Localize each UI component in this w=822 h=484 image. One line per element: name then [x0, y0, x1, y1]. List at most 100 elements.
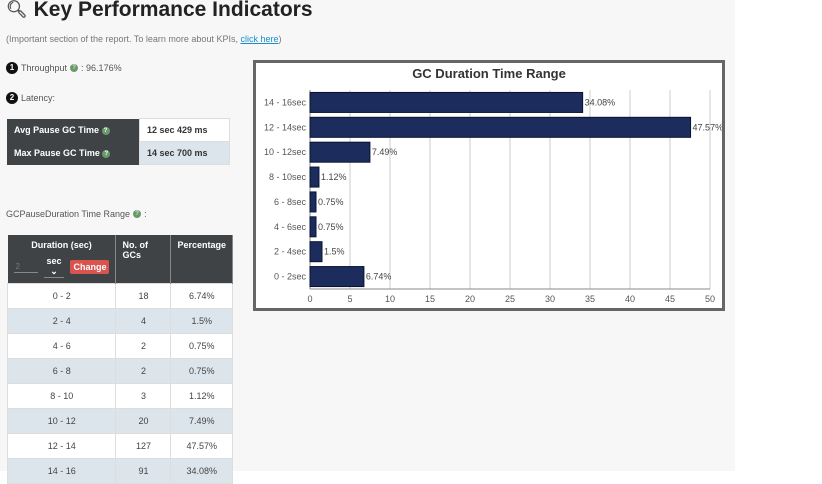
y-tick-label: 4 - 6sec	[274, 222, 307, 232]
y-tick-label: 14 - 16sec	[264, 97, 307, 107]
count-cell: 20	[115, 408, 172, 434]
unit-select[interactable]: sec ⌄	[43, 256, 65, 278]
avg-pause-value: 12 sec 429 ms	[139, 118, 230, 142]
count-cell: 127	[115, 433, 172, 459]
x-tick-label: 5	[347, 294, 352, 304]
count-cell: 2	[115, 358, 172, 384]
col-percentage: Percentage	[170, 235, 233, 284]
bar	[309, 116, 692, 138]
percentage-cell: 34.08%	[170, 458, 233, 484]
col-count: No. of GCs	[115, 235, 172, 284]
table-row: 8 - 10 3 1.12%	[6, 383, 233, 409]
duration-cell: 12 - 14	[6, 433, 117, 459]
chart-title: GC Duration Time Range	[412, 66, 566, 81]
x-tick-label: 25	[505, 294, 515, 304]
duration-cell: 6 - 8	[6, 358, 117, 384]
percentage-cell: 7.49%	[170, 408, 233, 434]
bar	[309, 216, 317, 238]
percentage-cell: 0.75%	[170, 333, 233, 359]
bar	[309, 141, 371, 163]
data-label: 0.75%	[318, 197, 344, 207]
y-tick-label: 2 - 4sec	[274, 247, 307, 257]
subtitle-end: )	[278, 34, 282, 44]
number-badge: 2	[6, 92, 18, 104]
duration-input[interactable]	[13, 261, 38, 273]
x-tick-label: 30	[545, 294, 555, 304]
table-row: 6 - 8 2 0.75%	[6, 358, 233, 384]
kpi-panel: 🔍︎ Key Performance Indicators (Important …	[6, 0, 725, 484]
duration-cell: 2 - 4	[6, 308, 117, 334]
latency: 2 Latency:	[6, 92, 55, 104]
duration-table: Duration (sec) sec ⌄ Change No. of GCs Pe…	[6, 235, 233, 484]
colon: :	[144, 209, 147, 219]
bar	[309, 266, 365, 288]
help-icon[interactable]: ?	[70, 64, 79, 72]
duration-cell: 8 - 10	[6, 383, 117, 409]
data-label: 6.74%	[366, 272, 392, 282]
duration-cell: 10 - 12	[6, 408, 117, 434]
throughput-value: : 96.176%	[81, 63, 122, 73]
help-icon[interactable]: ?	[102, 149, 111, 158]
title-text: Key Performance Indicators	[33, 0, 313, 21]
table-row: 0 - 2 18 6.74%	[6, 283, 233, 309]
count-cell: 3	[115, 383, 172, 409]
data-label: 34.08%	[585, 97, 616, 107]
change-button[interactable]: Change	[70, 260, 110, 274]
table-row: Max Pause GC Time ? 14 sec 700 ms	[7, 141, 230, 165]
percentage-cell: 0.75%	[170, 358, 233, 384]
avg-pause-label: Avg Pause GC Time	[14, 125, 100, 135]
max-pause-value: 14 sec 700 ms	[139, 141, 230, 165]
percentage-cell: 1.5%	[170, 308, 233, 334]
data-label: 1.12%	[321, 172, 347, 182]
duration-cell: 0 - 2	[6, 283, 117, 309]
help-icon[interactable]: ?	[133, 210, 142, 218]
bar	[309, 241, 323, 263]
gc-duration-chart: GC Duration Time Range 0 5 10 15 20 25 30 35 40 45…	[253, 60, 725, 311]
count-cell: 18	[115, 283, 172, 309]
x-tick-label: 10	[385, 294, 395, 304]
number-badge: 1	[6, 62, 18, 74]
throughput-label: Throughput	[21, 63, 68, 73]
col-duration: Duration (sec) sec ⌄ Change	[7, 235, 117, 284]
latency-table: Avg Pause GC Time ? 12 sec 429 ms Max Pau…	[7, 118, 230, 165]
key-icon: 🔍︎	[6, 0, 28, 19]
y-tick-label: 10 - 12sec	[264, 147, 307, 157]
click-here-link[interactable]: click here	[240, 34, 279, 44]
percentage-cell: 47.57%	[170, 433, 233, 459]
row-label: Max Pause GC Time ?	[7, 141, 140, 165]
bar	[309, 166, 320, 188]
count-cell: 91	[115, 458, 172, 484]
bar	[309, 191, 317, 213]
x-tick-label: 15	[425, 294, 435, 304]
x-tick-label: 0	[307, 294, 312, 304]
x-tick-label: 35	[585, 294, 595, 304]
table-row: 12 - 14 127 47.57%	[6, 433, 233, 459]
percentage-cell: 1.12%	[170, 383, 233, 409]
table-row: Avg Pause GC Time ? 12 sec 429 ms	[7, 118, 230, 142]
x-tick-label: 40	[625, 294, 635, 304]
y-tick-label: 6 - 8sec	[274, 197, 307, 207]
data-label: 1.5%	[324, 247, 345, 257]
table-row: 14 - 16 91 34.08%	[6, 458, 233, 484]
table-row: 2 - 4 4 1.5%	[6, 308, 233, 334]
data-label: 0.75%	[318, 222, 344, 232]
data-label: 47.57%	[693, 122, 722, 132]
help-icon[interactable]: ?	[101, 126, 110, 135]
subtitle: (Important section of the report. To lea…	[6, 34, 281, 44]
x-tick-label: 45	[665, 294, 675, 304]
throughput: 1 Throughput? : 96.176%	[6, 62, 122, 74]
range-title-text: GCPauseDuration Time Range	[6, 209, 131, 219]
y-tick-label: 8 - 10sec	[269, 172, 307, 182]
percentage-cell: 6.74%	[170, 283, 233, 309]
table-row: 4 - 6 2 0.75%	[6, 333, 233, 359]
max-pause-label: Max Pause GC Time	[14, 148, 100, 158]
duration-cell: 4 - 6	[6, 333, 117, 359]
data-label: 7.49%	[372, 147, 398, 157]
y-tick-label: 12 - 14sec	[264, 122, 307, 132]
unit-value: sec	[46, 256, 62, 266]
count-cell: 2	[115, 333, 172, 359]
range-title: GCPauseDuration Time Range?:	[6, 209, 147, 219]
x-tick-label: 50	[705, 294, 715, 304]
row-label: Avg Pause GC Time ?	[7, 118, 140, 142]
x-tick-label: 20	[465, 294, 475, 304]
